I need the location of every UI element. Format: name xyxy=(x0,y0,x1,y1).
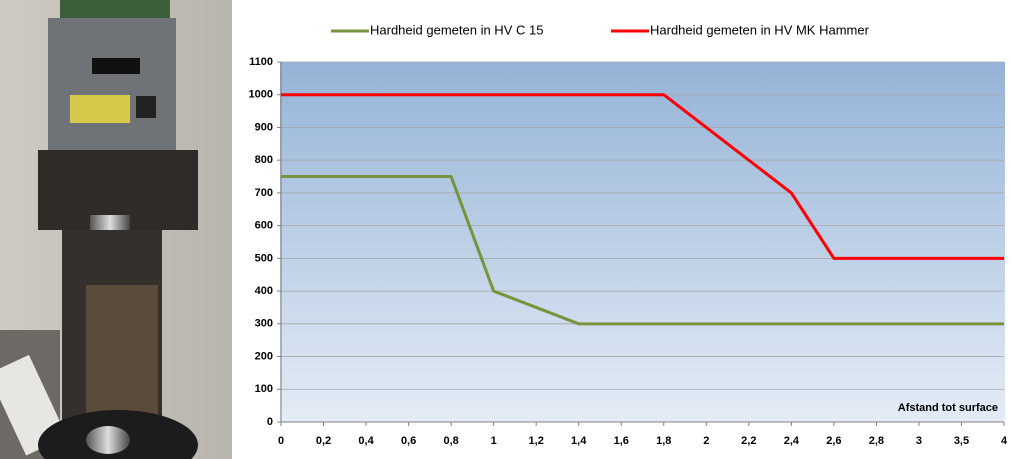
display xyxy=(92,58,140,74)
y-tick-label: 1000 xyxy=(249,89,273,101)
x-tick-label: 4 xyxy=(1001,435,1008,447)
x-tick-label: 0,8 xyxy=(443,435,458,447)
x-tick-label: 0 xyxy=(278,435,284,447)
y-tick-label: 300 xyxy=(255,318,273,330)
y-tick-label: 700 xyxy=(255,187,273,199)
anvil xyxy=(86,426,130,454)
x-tick-label: 3,5 xyxy=(954,435,969,447)
x-tick-label: 2 xyxy=(703,435,709,447)
page: 0 100 200 300 400 500 600 700 800 900 1000 1100 0 0,2… xyxy=(0,0,1012,459)
plot-area xyxy=(280,62,1005,422)
x-tick-label: 1 xyxy=(491,435,497,447)
x-tick-label: 2,6 xyxy=(826,435,841,447)
x-tick-label: 3 xyxy=(916,435,922,447)
y-tick-label: 400 xyxy=(255,285,273,297)
x-tick-label: 1,2 xyxy=(529,435,544,447)
x-tick-label: 1,6 xyxy=(614,435,629,447)
y-tick-label: 200 xyxy=(255,350,273,362)
x-tick-label: 0,2 xyxy=(316,435,331,447)
chart: 0 100 200 300 400 500 600 700 800 900 1000 1100 0 0,2… xyxy=(236,0,1012,459)
legend-label: Hardheid gemeten in HV C 15 xyxy=(370,22,543,37)
y-tick-label: 900 xyxy=(255,121,273,133)
x-tick-label: 1,4 xyxy=(571,435,587,447)
legend-label: Hardheid gemeten in HV MK Hammer xyxy=(650,22,870,37)
x-tick-label: 2,8 xyxy=(869,435,884,447)
photo xyxy=(0,0,232,459)
x-axis-title: Afstand tot surface xyxy=(898,402,998,414)
x-tick-label: 2,2 xyxy=(741,435,756,447)
y-tick-label: 0 xyxy=(267,416,273,428)
x-tick-label: 0,6 xyxy=(401,435,416,447)
keypad xyxy=(70,95,130,123)
button xyxy=(136,96,156,118)
y-tick-label: 800 xyxy=(255,154,273,166)
y-tick-label: 1100 xyxy=(249,56,273,68)
x-tick-label: 1,8 xyxy=(656,435,671,447)
y-tick-label: 100 xyxy=(255,383,273,395)
circuit-board xyxy=(60,0,170,18)
x-tick-label: 2,4 xyxy=(784,435,800,447)
x-tick-label: 0,4 xyxy=(358,435,374,447)
y-tick-label: 500 xyxy=(255,252,273,264)
y-tick-label: 600 xyxy=(255,220,273,232)
machine-head xyxy=(48,18,176,168)
